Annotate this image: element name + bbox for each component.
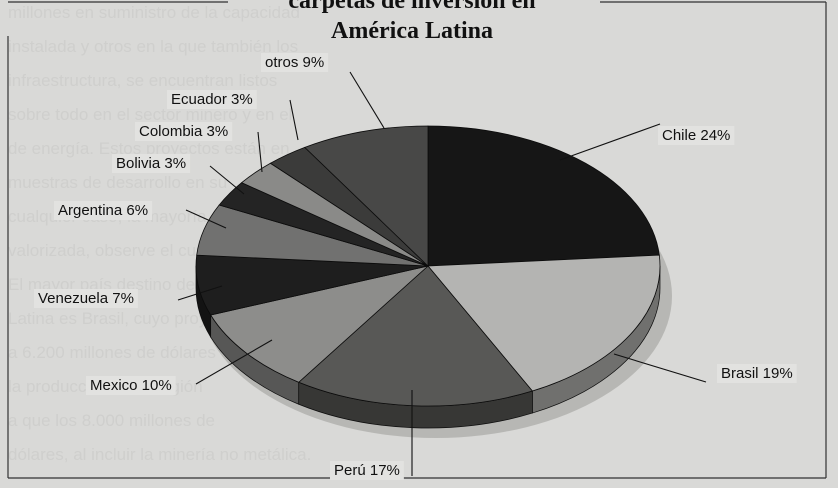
background-text-line: instalada y otros en la que también los bbox=[8, 37, 299, 56]
background-text-line: muestras de desarrollo en su bbox=[8, 173, 228, 192]
background-text-line: Latina es Brasil, cuyo proyecto bbox=[8, 309, 240, 328]
slice-label-venezuela: Venezuela 7% bbox=[38, 290, 134, 307]
slice-label-background bbox=[658, 126, 735, 145]
slice-label-background bbox=[135, 122, 233, 141]
slice-label-bolivia: Bolivia 3% bbox=[116, 155, 186, 172]
chart-title-line-1: carpetas de inversión en bbox=[288, 0, 536, 14]
leader-line-otros bbox=[349, 71, 385, 129]
slice-label-background bbox=[54, 201, 153, 220]
chart-frame bbox=[7, 1, 827, 479]
leader-line-chile bbox=[559, 123, 661, 161]
background-text-line: a 6.200 millones de dólares bbox=[8, 343, 216, 362]
slice-label-background bbox=[261, 53, 329, 72]
pie-slice-chile bbox=[427, 125, 660, 267]
leader-line-argentina bbox=[185, 209, 227, 229]
slice-label-colombia: Colombia 3% bbox=[139, 123, 228, 140]
slice-label-chile: Chile 24% bbox=[662, 127, 730, 144]
background-text-line: de energía. Estos proyectos están en bbox=[8, 139, 290, 158]
background-text-line: dólares, al incluir la minería no metáli… bbox=[8, 445, 312, 464]
slice-labels: Chile 24% Brasil 19% Perú 17% Mexico 10% Ven… bbox=[34, 53, 797, 480]
background-text-line: sobre todo en el sector minero y en el bbox=[8, 105, 293, 124]
background-text-line: valorizada, observe el cuadro bbox=[8, 241, 231, 260]
leader-line-brasil bbox=[613, 353, 707, 383]
leader-line-mexico bbox=[195, 339, 273, 385]
background-text-line: a que los 8.000 millones de bbox=[8, 411, 215, 430]
slice-label-background bbox=[717, 364, 797, 383]
background-text-line: infraestructura, se encuentran listos bbox=[8, 71, 278, 90]
pie-slice-mexico bbox=[210, 265, 430, 383]
slice-label-otros: otros 9% bbox=[265, 54, 324, 71]
leader-line-ecuador bbox=[289, 99, 299, 141]
pie-slices bbox=[195, 125, 661, 407]
slice-label-argentina: Argentina 6% bbox=[58, 202, 148, 219]
slice-label-ecuador: Ecuador 3% bbox=[171, 91, 253, 108]
slice-label-background bbox=[167, 90, 257, 109]
pie-slice-brasil bbox=[427, 254, 661, 392]
leader-line-bolivia bbox=[209, 165, 245, 195]
leader-line-venezuela bbox=[177, 285, 223, 301]
slice-label-brasil: Brasil 19% bbox=[721, 365, 793, 382]
slice-label-background bbox=[330, 461, 404, 480]
slice-label-mexico: Mexico 10% bbox=[90, 377, 172, 394]
background-text-line: millones en suministro de la capacidad bbox=[8, 3, 300, 22]
leader-line-colombia bbox=[257, 131, 263, 173]
slice-label-background bbox=[112, 154, 191, 173]
slice-label-background bbox=[86, 376, 176, 395]
pie-slice-otros bbox=[304, 125, 429, 267]
chart-title-line-2: América Latina bbox=[331, 18, 493, 44]
pie-slice-peru bbox=[297, 265, 534, 407]
slice-label-peru: Perú 17% bbox=[334, 462, 400, 479]
leader-lines bbox=[177, 71, 707, 476]
slice-label-background bbox=[34, 289, 138, 308]
